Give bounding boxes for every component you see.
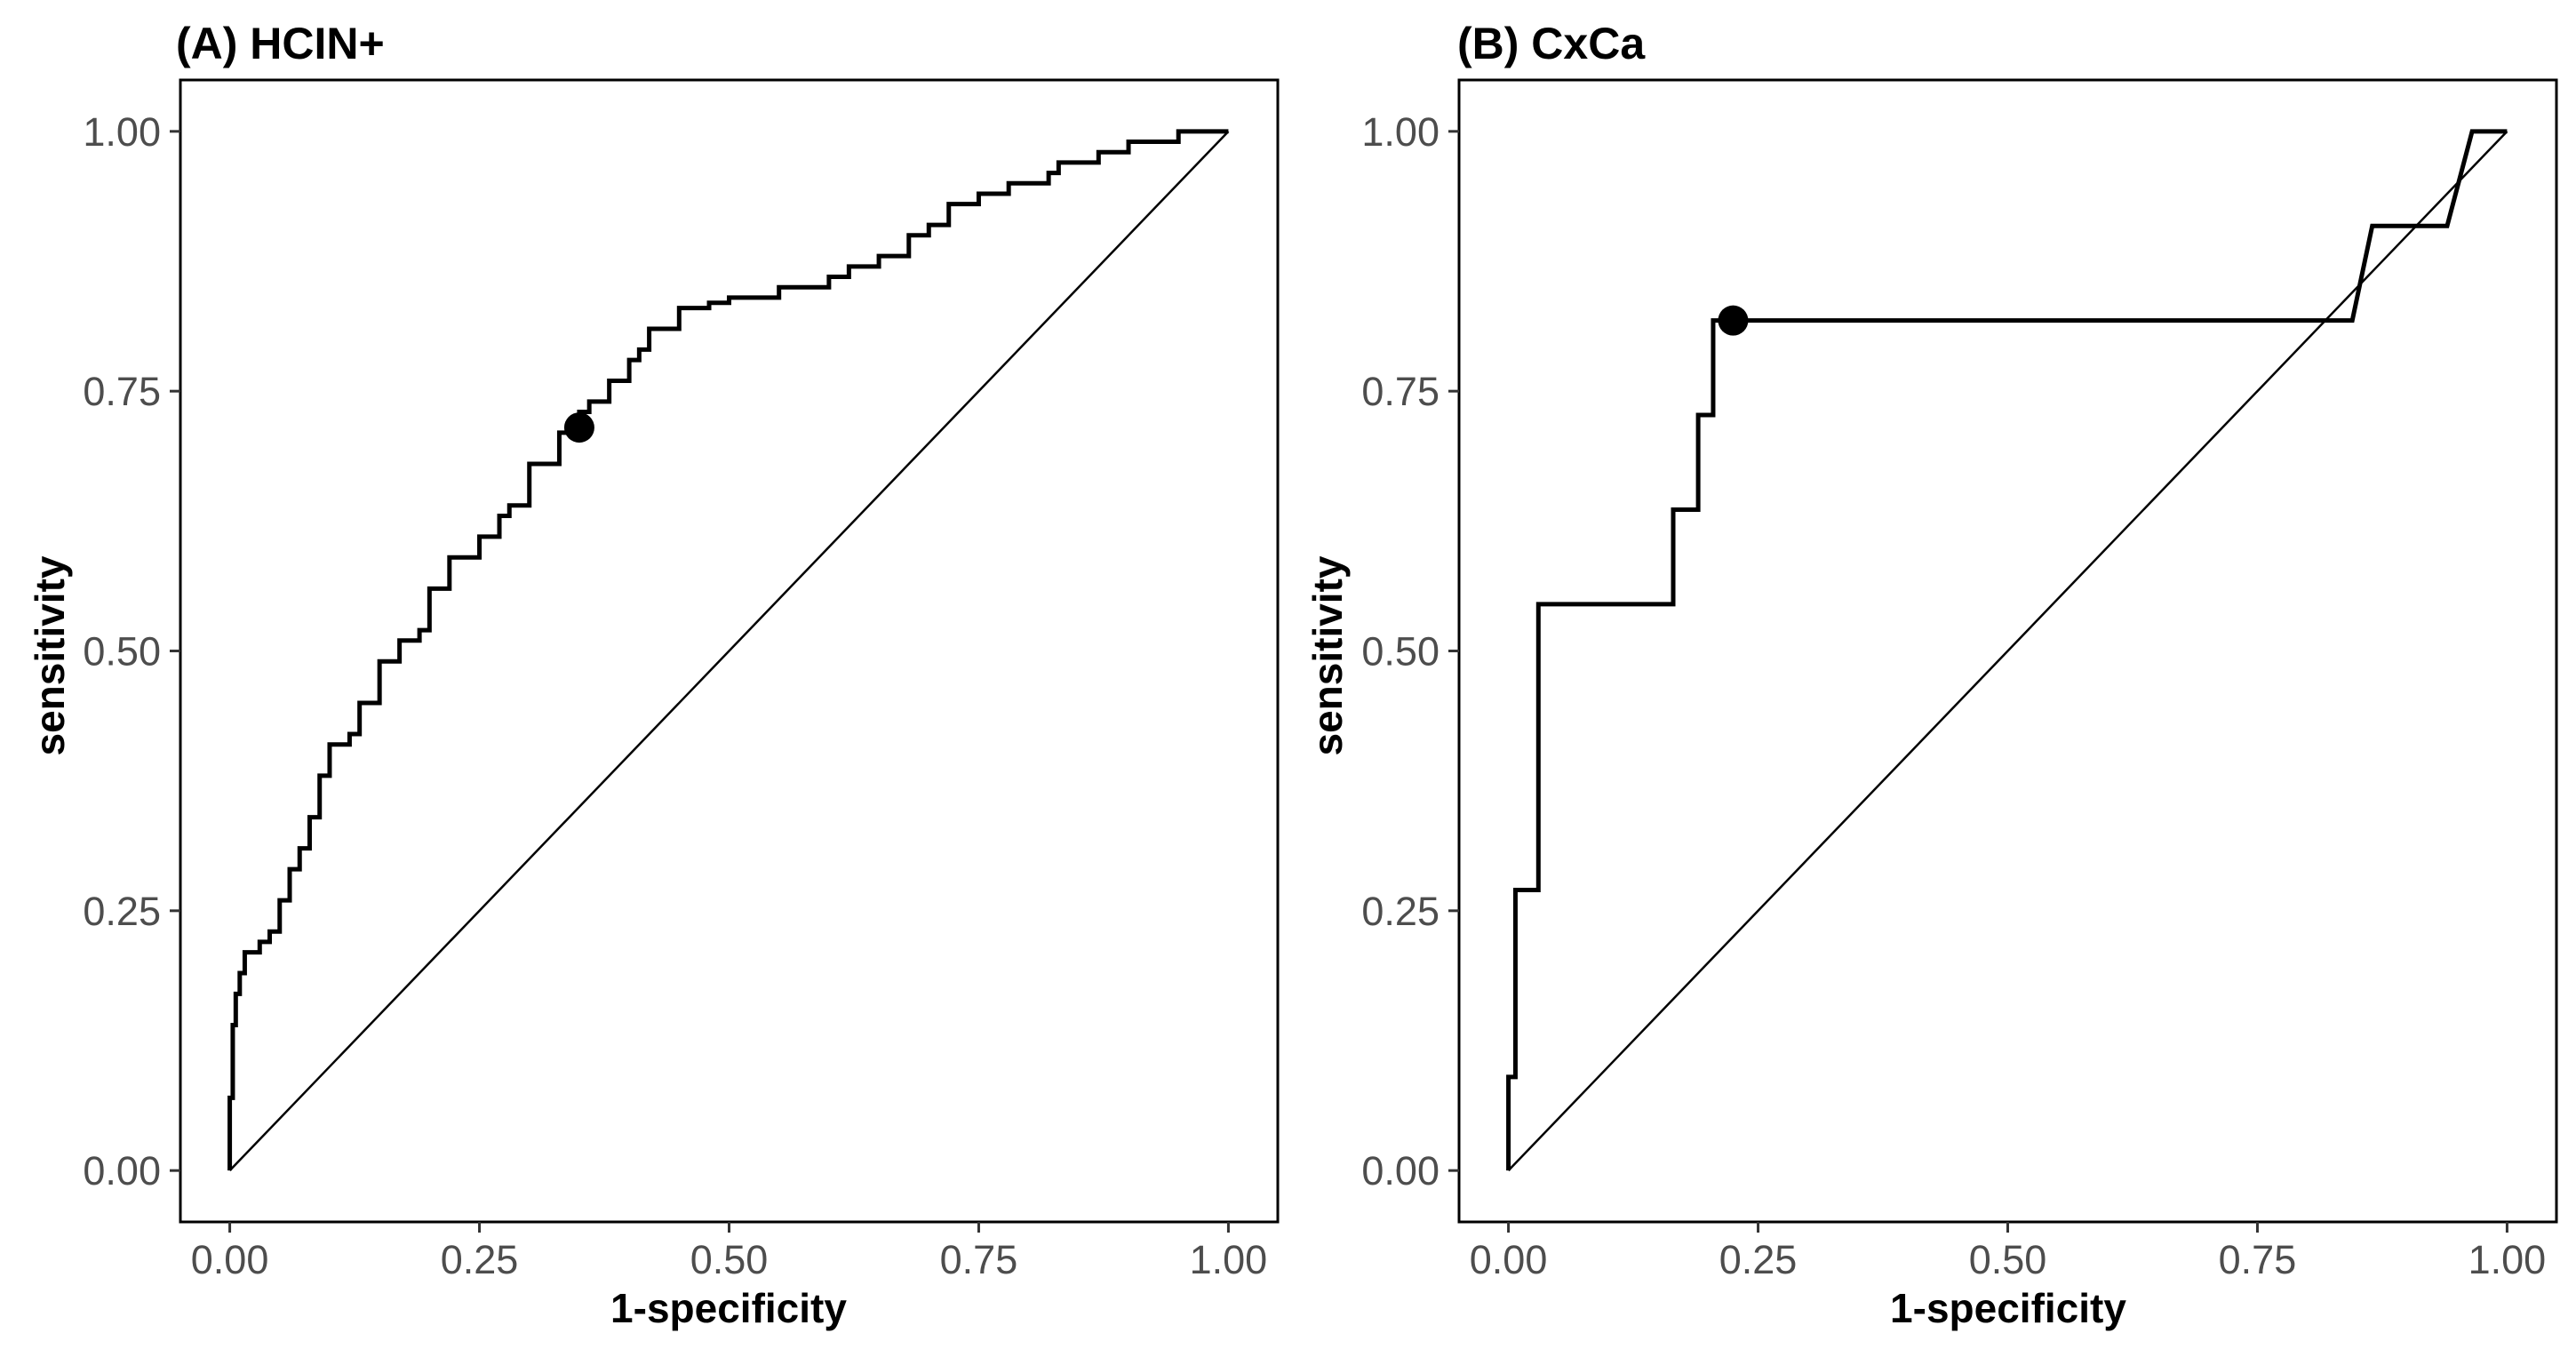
panel-b-roc-curve (1506, 129, 2508, 1171)
panel-b-y-tick-label: 0.25 (1361, 889, 1440, 934)
panel-a-title: (A) HCIN+ (176, 19, 385, 68)
panel-b-x-tick-label: 0.00 (1470, 1237, 1548, 1282)
panel-a-optimal-point (563, 412, 594, 443)
panel-a-y-tick-label: 0.75 (83, 369, 161, 414)
panel-a-x-tick-label: 0.75 (940, 1237, 1018, 1282)
panel-b-x-tick-label: 0.50 (1969, 1237, 2047, 1282)
panel-b-x-ticks: 0.00 0.25 0.50 0.75 1.00 (1470, 1222, 2546, 1282)
panel-b-x-tick-label: 1.00 (2468, 1237, 2547, 1282)
panel-a-x-tick-label: 1.00 (1190, 1237, 1268, 1282)
panel-a-y-tick-label: 0.50 (83, 629, 161, 675)
panel-b-y-tick-label: 0.50 (1361, 629, 1440, 675)
panel-b-y-ticks: 0.00 0.25 0.50 0.75 1.00 (1361, 109, 1459, 1193)
panel-a-y-tick-label: 0.25 (83, 889, 161, 934)
panel-a-x-tick-label: 0.50 (690, 1237, 769, 1282)
panel-b-x-tick-label: 0.25 (1719, 1237, 1798, 1282)
panel-a-y-ticks: 0.00 0.25 0.50 0.75 1.00 (83, 109, 180, 1193)
panel-b-y-tick-label: 1.00 (1361, 109, 1440, 155)
panel-a-reference-line (228, 130, 1230, 1172)
panel-a-x-axis-label: 1-specificity (610, 1285, 847, 1331)
panel-a: (A) HCIN+ 0.00 0.25 0.50 0.75 1.00 0.00 … (27, 19, 1280, 1331)
panel-a-x-tick-label: 0.00 (191, 1237, 269, 1282)
panel-a-x-tick-label: 0.25 (441, 1237, 519, 1282)
panel-a-y-axis-label: sensitivity (27, 555, 73, 755)
panel-b-optimal-point (1718, 305, 1749, 336)
panel-b-y-axis-label: sensitivity (1304, 555, 1351, 755)
panel-b-reference-line (1507, 130, 2508, 1172)
panel-a-x-ticks: 0.00 0.25 0.50 0.75 1.00 (191, 1222, 1267, 1282)
panel-b-title: (B) CxCa (1457, 19, 1646, 68)
panel-b-y-tick-label: 0.75 (1361, 369, 1440, 414)
panel-b-x-axis-label: 1-specificity (1890, 1285, 2126, 1331)
panel-a-y-tick-label: 1.00 (83, 109, 161, 155)
panel-b-y-tick-label: 0.00 (1361, 1148, 1440, 1193)
panel-a-roc-curve (227, 129, 1229, 1171)
panel-b: (B) CxCa 0.00 0.25 0.50 0.75 1.00 0.00 0… (1304, 19, 2558, 1331)
panel-a-y-tick-label: 0.00 (83, 1148, 161, 1193)
panel-b-x-tick-label: 0.75 (2219, 1237, 2297, 1282)
